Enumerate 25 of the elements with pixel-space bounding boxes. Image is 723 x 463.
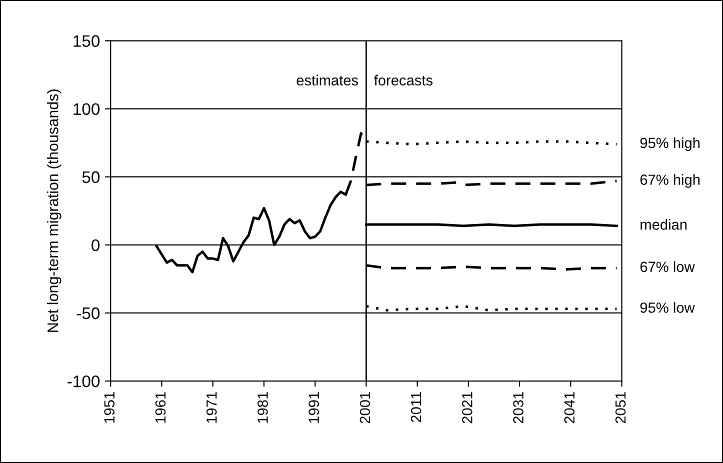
- annotation: estimates: [296, 74, 358, 86]
- x-tick-label: 2051: [615, 392, 626, 424]
- series-label: 95% high: [640, 137, 700, 151]
- x-tick-label: 1981: [258, 392, 268, 423]
- x-tick-label: 2021: [462, 392, 472, 424]
- series-label: 95% low: [640, 302, 695, 313]
- x-tick-label: 2001: [360, 392, 370, 424]
- y-tick-label: 50: [82, 171, 100, 184]
- y-tick-label: -100: [68, 375, 100, 388]
- x-tick-label: 1961: [155, 392, 166, 423]
- x-tick-label: 1971: [206, 392, 217, 423]
- series-label: median: [640, 219, 687, 230]
- x-tick-label: 1991: [308, 392, 319, 423]
- y-tick-label: -50: [76, 307, 100, 320]
- y-tick-label: 100: [74, 103, 100, 116]
- series-label: 67% low: [640, 261, 695, 272]
- series-label: 67% high: [640, 174, 700, 188]
- x-tick-label: 2041: [564, 392, 575, 424]
- x-tick-label: 2031: [513, 392, 524, 424]
- x-tick-label: 2011: [410, 392, 422, 422]
- x-tick-label: 1951: [104, 392, 115, 423]
- y-axis-title: Net long-term migration (thousands): [47, 90, 62, 332]
- y-tick-label: 0: [92, 239, 100, 252]
- y-tick-label: 150: [74, 35, 100, 47]
- annotation: forecasts: [374, 74, 433, 86]
